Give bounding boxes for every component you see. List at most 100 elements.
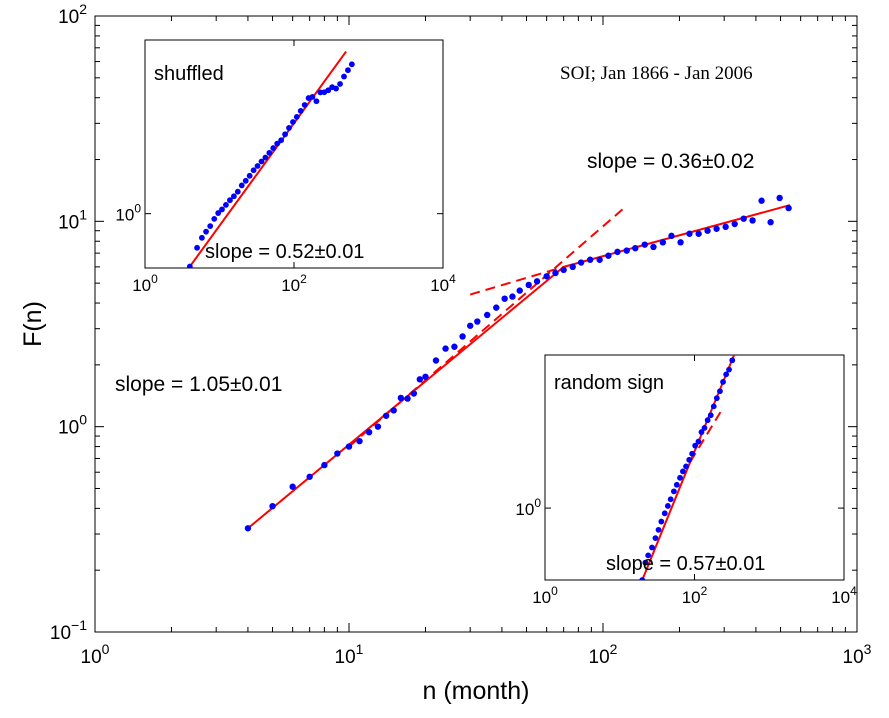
main-x-tick-label: 101 (335, 641, 364, 668)
inset-random-data-point (645, 552, 652, 559)
inset-random-data-point (655, 526, 662, 533)
inset-random-data-point (717, 388, 723, 395)
main-data-point (623, 247, 630, 254)
main-data-point (731, 220, 738, 228)
inset-shuffled-data-point (282, 131, 288, 138)
main-data-point (659, 239, 667, 246)
inset-random-data-point (683, 463, 689, 470)
main-data-point (269, 502, 276, 510)
main-data-point (776, 194, 783, 202)
inset-shuffled-data-point (337, 81, 343, 87)
main-data-point (474, 318, 481, 325)
inset-shuffled-data-point (230, 193, 237, 200)
inset-random-data-point (720, 379, 726, 385)
main-data-point (365, 428, 373, 436)
inset-random-data-point (695, 438, 702, 445)
main-data-point (569, 263, 576, 271)
main-y-tick-label: 100 (58, 412, 87, 439)
inset-random-data-point (667, 496, 674, 503)
main-data-point (713, 225, 720, 232)
inset-random-slope-annotation: slope = 0.57±0.01 (606, 553, 765, 575)
main-data-point (390, 407, 397, 414)
main-data-point (416, 376, 424, 383)
main-data-point (552, 269, 559, 277)
main-data-point (614, 248, 621, 256)
main-data-point (374, 423, 382, 430)
inset-random-data-point (726, 366, 732, 373)
inset-shuffled-data-point (194, 244, 200, 251)
main-data-point (740, 215, 747, 222)
main-data-point (605, 252, 612, 259)
main-data-point (451, 343, 458, 350)
main-data-point (321, 461, 328, 469)
main-data-point (404, 395, 411, 402)
main-data-point (356, 437, 363, 445)
main-x-tick-label: 100 (81, 641, 110, 668)
inset-random-title: random sign (554, 372, 664, 394)
inset-random-data-point (686, 456, 693, 463)
inset-shuffled-title: shuffled (154, 63, 224, 85)
inset-random-x-tick-label: 100 (532, 584, 558, 607)
inset-shuffled-data-point (207, 223, 214, 229)
main-data-point (677, 239, 684, 246)
main-data-point (334, 450, 341, 457)
inset-shuffled-data-point (313, 98, 320, 105)
inset-random-y-tick-label: 100 (515, 496, 541, 519)
main-data-point (516, 287, 523, 294)
main-data-point (410, 390, 418, 397)
main-data-point (560, 266, 567, 274)
inset-shuffled-data-point (215, 210, 222, 216)
main-x-tick-label: 103 (843, 641, 872, 668)
inset-shuffled-data-point (345, 67, 351, 74)
inset-shuffled-data-point (223, 202, 229, 208)
inset-shuffled-data-point (301, 102, 308, 108)
inset-shuffled-data-point (286, 125, 292, 131)
inset-random-data-point (698, 429, 705, 435)
inset-random-data-point (689, 450, 696, 457)
inset-random-data-point (704, 417, 711, 424)
inset-shuffled-data-point (258, 158, 265, 165)
main-data-point (459, 333, 466, 340)
main-fit-line-dashed-3 (469, 265, 564, 296)
inset-shuffled-data-point (274, 140, 281, 147)
inset-random-x-tick-label: 104 (831, 584, 857, 607)
main-data-point (586, 256, 594, 263)
main-data-point (533, 278, 541, 285)
inset-random-sign: 100 102 104 100 random sign slope = 0.57±0.01 (515, 354, 857, 607)
inset-shuffled-data-point (297, 107, 304, 114)
inset-shuffled-data-point (293, 113, 300, 120)
main-data-point (397, 394, 405, 402)
main-data-point (509, 293, 516, 300)
main-data-point (382, 412, 390, 419)
main-data-point (749, 217, 756, 224)
main-data-point (442, 345, 449, 352)
inset-shuffled-data-point (198, 234, 205, 241)
main-data-point (722, 223, 729, 231)
inset-random-frame (544, 354, 845, 581)
main-fit-line-dashed-1 (348, 208, 624, 448)
main-slope-annotation-lower: slope = 1.05±0.01 (115, 373, 282, 396)
main-fit-line-solid-2 (563, 204, 791, 268)
inset-random-data-point (664, 503, 671, 509)
inset-shuffled-data-point (270, 145, 277, 151)
inset-random-data-point (677, 474, 683, 481)
main-data-point (641, 241, 648, 248)
inset-shuffled-y-tick-label: 100 (115, 202, 141, 225)
inset-shuffled-data-point (278, 137, 285, 144)
main-slope-annotation-upper: slope = 0.36±0.02 (587, 150, 754, 173)
main-y-tick-label: 101 (58, 206, 87, 233)
inset-random-plot-area (639, 355, 736, 580)
inset-random-data-point (652, 535, 659, 542)
inset-shuffled-slope-annotation: slope = 0.52±0.01 (205, 241, 364, 263)
main-x-axis-label: n (month) (423, 677, 530, 705)
inset-random-data-point (710, 403, 717, 410)
main-data-point (289, 483, 296, 490)
inset-shuffled-data-point (250, 167, 257, 174)
main-data-point (758, 197, 765, 204)
main-data-point (632, 244, 639, 252)
main-data-point (596, 256, 603, 263)
main-data-point (432, 357, 440, 364)
inset-shuffled-data-point (238, 182, 245, 189)
